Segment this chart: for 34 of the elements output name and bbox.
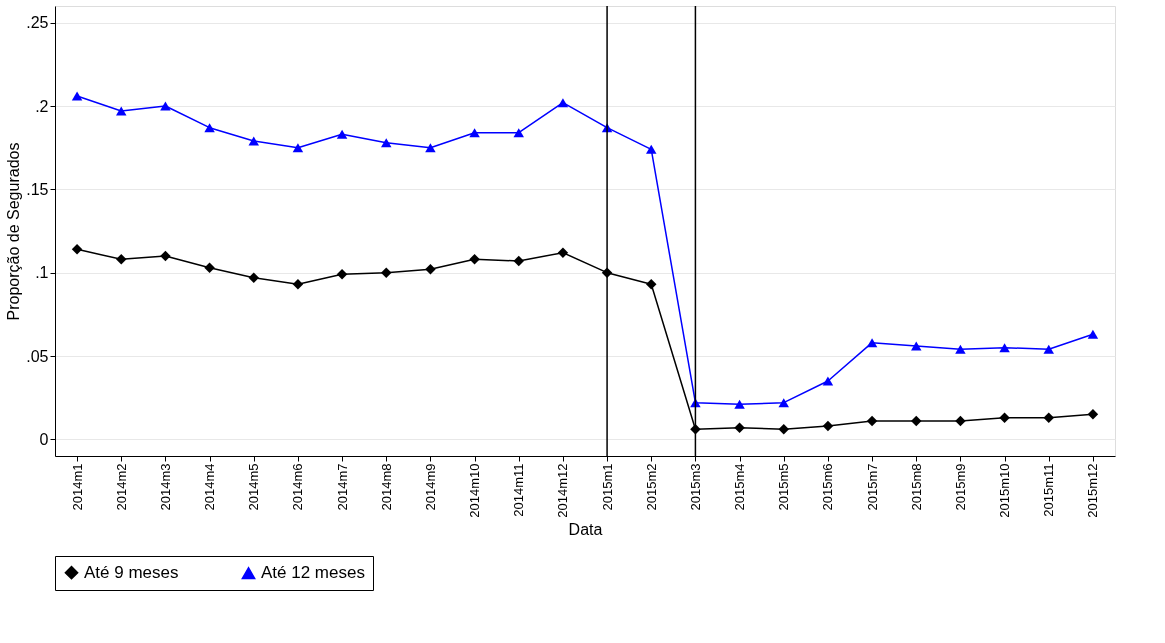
- x-tick-label: 2014m3: [157, 463, 173, 511]
- y-tick-label: 0: [39, 430, 49, 448]
- x-tick-label: 2014m4: [202, 463, 218, 511]
- x-tick-label: 2014m7: [334, 463, 350, 511]
- x-tick-label: 2014m1: [69, 463, 85, 511]
- x-tick-label: 2015m3: [687, 463, 703, 511]
- x-tick-label: 2015m1: [599, 463, 615, 511]
- x-tick-label: 2015m12: [1085, 463, 1101, 518]
- x-tick-label: 2014m2: [113, 463, 129, 511]
- x-tick-label: 2014m11: [511, 463, 527, 517]
- x-tick-label: 2014m6: [290, 463, 306, 511]
- x-axis-title: Data: [568, 520, 603, 538]
- x-tick-label: 2014m5: [246, 463, 262, 511]
- legend-label: Até 9 meses: [84, 562, 179, 582]
- x-tick-label: 2015m11: [1041, 463, 1057, 517]
- y-tick-label: .05: [26, 347, 49, 365]
- x-tick-label: 2015m7: [864, 463, 880, 511]
- y-axis-title: Proporção de Segurados: [5, 142, 23, 321]
- x-tick-label: 2014m10: [467, 463, 483, 518]
- x-tick-label: 2015m6: [820, 463, 836, 511]
- x-tick-label: 2015m10: [997, 463, 1013, 518]
- x-tick-label: 2015m9: [952, 463, 968, 511]
- x-tick-label: 2014m9: [422, 463, 438, 511]
- y-tick-label: .25: [26, 14, 49, 32]
- x-tick-label: 2014m12: [555, 463, 571, 518]
- y-tick-label: .2: [35, 97, 49, 115]
- x-tick-label: 2015m8: [908, 463, 924, 511]
- y-tick-label: .15: [26, 180, 49, 198]
- legend-label: Até 12 meses: [261, 563, 365, 583]
- x-tick-label: 2015m2: [643, 463, 659, 511]
- x-tick-label: 2015m5: [776, 463, 792, 511]
- y-tick-label: .1: [35, 264, 49, 282]
- x-tick-label: 2014m8: [378, 463, 394, 511]
- x-tick-label: 2015m4: [732, 463, 748, 511]
